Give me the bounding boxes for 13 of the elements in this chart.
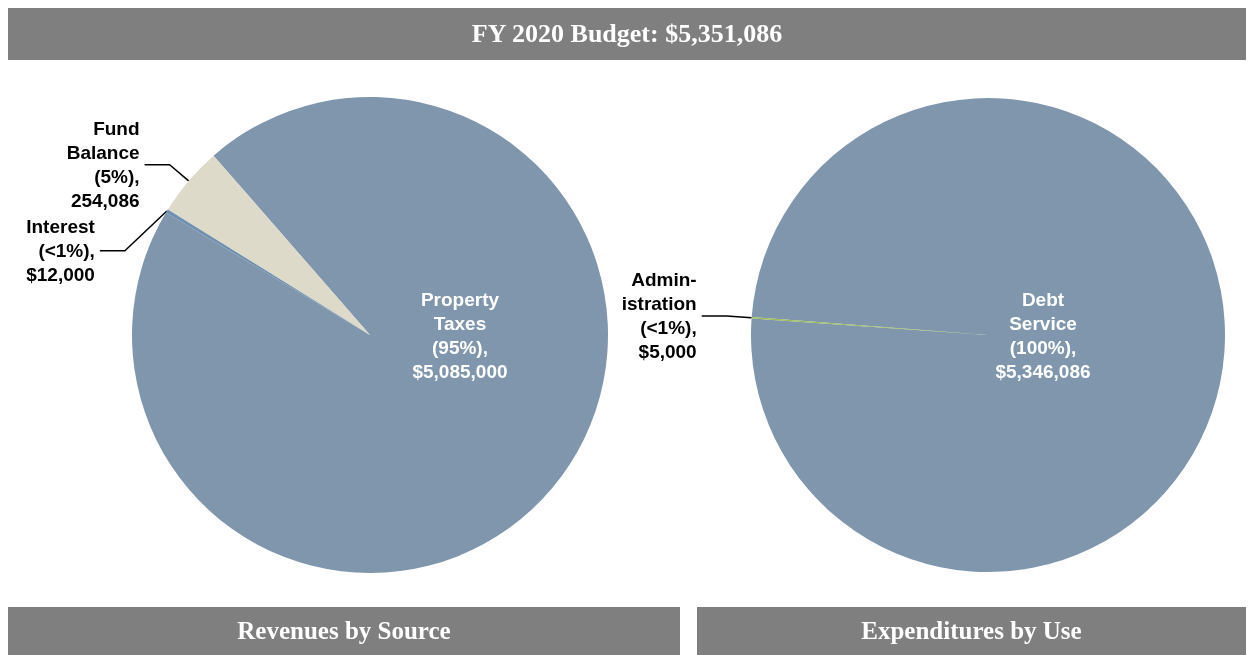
slice-label: Interest [26,216,96,238]
data-label: (95%), $5,085,000 [412,336,508,382]
data-label: (100%), $5,346,086 [995,336,1091,382]
text: Revenues by Source [8,607,680,655]
data-label: (5%), 254,086 [70,166,140,212]
slice-label: Debt Service [1009,288,1077,334]
text: FY 2020 Budget: $5,351,086 [8,8,1246,60]
text: Expenditures by Use [697,607,1246,655]
data-label: (<1%), $12,000 [26,240,95,286]
data-label: (<1%), $5,000 [638,317,697,363]
slice-label: Property Taxes [420,288,500,334]
slice-label: Fund Balance [66,118,140,164]
slice-label: Admin-istration [621,269,697,315]
